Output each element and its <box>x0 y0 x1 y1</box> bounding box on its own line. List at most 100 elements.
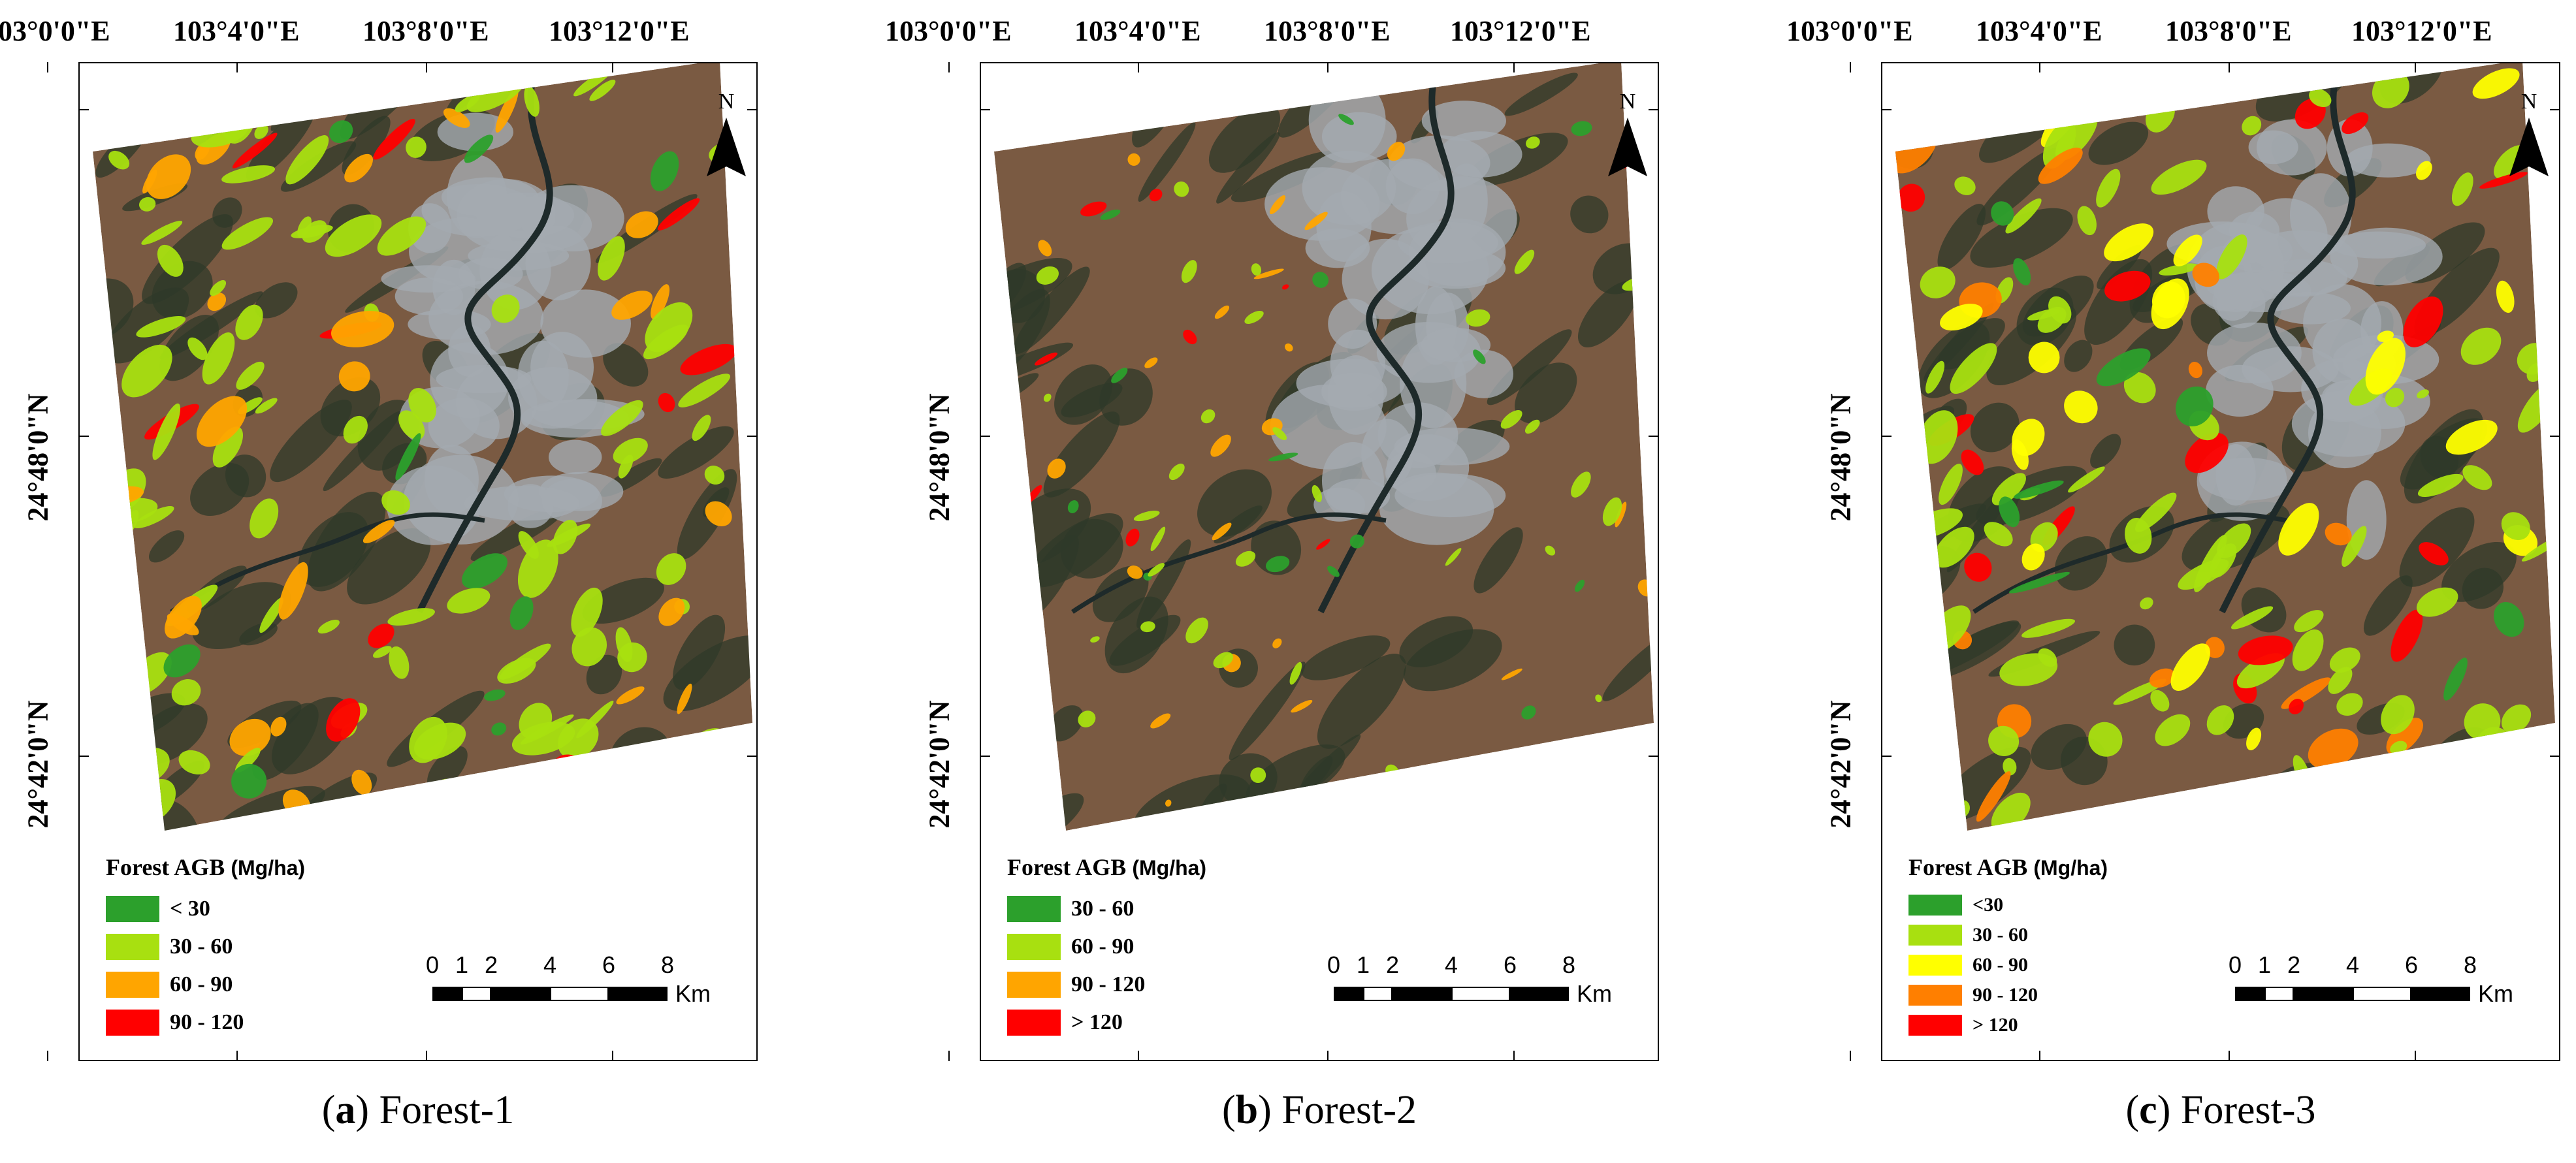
agb-patch <box>368 624 394 648</box>
river <box>1317 63 1455 614</box>
agb-patch <box>2216 234 2247 279</box>
agb-patch <box>2028 342 2060 374</box>
agb-patch <box>331 311 394 347</box>
scale-unit: Km <box>1577 980 1612 1007</box>
longitude-label: 103°12'0"E <box>1450 15 1591 47</box>
terrain-patch <box>1399 616 1473 667</box>
agb-patch <box>2242 116 2262 136</box>
urban-patch <box>1421 101 1506 142</box>
terrain-patch <box>1109 614 1181 666</box>
agb-patch <box>1067 500 1079 514</box>
agb-patch <box>2328 667 2353 694</box>
frame-tick <box>2229 62 2230 72</box>
legend-item: 60 - 90 <box>1908 950 2108 980</box>
agb-patch <box>103 789 126 831</box>
legend-title: Forest AGB (Mg/ha) <box>1007 853 1206 881</box>
agb-patch <box>2501 704 2532 733</box>
terrain-patch <box>2295 777 2349 831</box>
agb-patch <box>571 587 603 637</box>
legend-swatch <box>1007 896 1061 922</box>
frame-tick <box>980 436 990 437</box>
legend-label: 90 - 120 <box>1972 984 2038 1006</box>
agb-patch <box>2010 101 2038 129</box>
terrain-patch <box>246 105 315 182</box>
agb-patch <box>651 284 670 319</box>
agb-patch <box>1289 661 1302 685</box>
scale-segment <box>2264 987 2294 1001</box>
agb-patch <box>1545 545 1556 556</box>
panel-caption: (a) Forest-1 <box>321 1088 515 1132</box>
north-label: N <box>1619 89 1636 114</box>
agb-patch <box>658 597 685 626</box>
frame-tick <box>1881 756 1892 757</box>
agb-patch <box>2096 348 2151 387</box>
agb-patch <box>645 302 693 353</box>
agb-patch <box>1632 233 1641 247</box>
scale-number: 0 <box>2228 951 2242 978</box>
agb-patch <box>1387 142 1406 161</box>
terrain-patch <box>1570 195 1609 234</box>
agb-patch <box>1148 563 1165 577</box>
agb-patch <box>553 519 578 554</box>
satellite-image <box>994 63 1654 831</box>
agb-patch <box>2431 771 2456 816</box>
frame-tick <box>2550 756 2560 757</box>
agb-patch <box>2238 635 2293 665</box>
longitude-label: 103°4'0"E <box>173 15 300 47</box>
frame-tick <box>612 1051 613 1061</box>
terrain-patch <box>994 67 1025 110</box>
urban-patch <box>2207 186 2264 237</box>
scale-segment <box>1510 987 1569 1001</box>
scale-bar: 0 1 2 4 6 8 Km <box>1327 951 1647 1010</box>
urban-patch <box>548 439 602 475</box>
terrain-patch <box>1317 653 1406 749</box>
terrain-patch <box>1208 104 1281 173</box>
agb-patch <box>2309 88 2332 107</box>
agb-patch <box>1445 548 1462 566</box>
agb-patch <box>1135 106 1144 114</box>
terrain-patch <box>280 71 310 104</box>
agb-patch <box>202 332 235 385</box>
agb-patch <box>2150 690 2170 712</box>
agb-patch <box>1571 471 1591 498</box>
agb-patch <box>1991 473 2026 505</box>
panel-name: Forest-3 <box>2180 1088 2316 1132</box>
agb-patch <box>518 531 539 559</box>
agb-patch <box>1526 136 1540 149</box>
agb-patch <box>210 279 227 296</box>
agb-patch <box>1253 268 1284 279</box>
legend-swatch <box>1007 972 1061 998</box>
agb-patch <box>2005 198 2042 234</box>
scale-number: 4 <box>2345 951 2360 978</box>
agb-patch <box>656 553 686 585</box>
terrain-patch <box>603 343 649 387</box>
north-arrow-icon <box>1608 118 1647 176</box>
agb-patch <box>1212 522 1232 541</box>
agb-patch <box>2157 805 2183 830</box>
frame-tick <box>2229 1051 2230 1061</box>
agb-patch <box>1100 209 1121 220</box>
urban-patch <box>2303 283 2381 362</box>
agb-patch <box>1174 181 1189 197</box>
agb-patch <box>2159 263 2199 276</box>
agb-patch <box>1984 522 2013 547</box>
scale-segment <box>2411 987 2470 1001</box>
agb-patch <box>1473 349 1486 364</box>
agb-patch <box>141 221 183 245</box>
terrain-patch <box>1092 566 1149 622</box>
agb-patch <box>2308 728 2359 769</box>
legend-label: <30 <box>1972 894 2004 916</box>
agb-patch <box>2123 372 2156 404</box>
agb-patch <box>1940 304 1983 331</box>
scale-segment <box>462 987 491 1001</box>
agb-patch <box>121 344 172 398</box>
agb-patch <box>1181 260 1197 283</box>
urban-patch <box>2215 444 2256 506</box>
agb-patch <box>2385 387 2405 407</box>
frame-tick <box>948 1051 950 1061</box>
frame-tick <box>1649 436 1659 437</box>
terrain-patch <box>2363 575 2413 636</box>
agb-patch <box>362 520 395 543</box>
agb-patch <box>1961 449 1984 475</box>
agb-patch <box>692 415 711 441</box>
